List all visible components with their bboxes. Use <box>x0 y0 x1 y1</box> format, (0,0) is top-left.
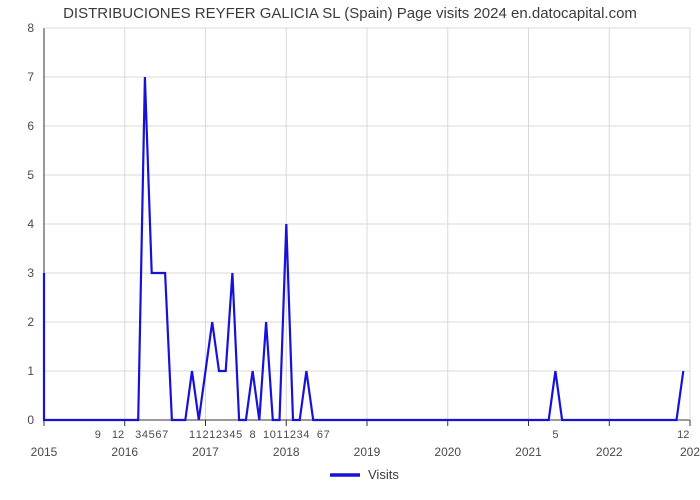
x-year-label: 2017 <box>192 445 219 459</box>
legend-label: Visits <box>368 467 399 482</box>
chart-svg: DISTRIBUCIONES REYFER GALICIA SL (Spain)… <box>0 0 700 500</box>
x-month-label: 3 <box>223 429 229 441</box>
x-month-label: 5 <box>149 429 155 441</box>
x-month-label: 1 <box>196 429 202 441</box>
x-year-label: 2018 <box>273 445 300 459</box>
x-year-label: 2020 <box>434 445 461 459</box>
x-month-label: 9 <box>95 429 101 441</box>
x-month-label: 6 <box>317 429 323 441</box>
x-month-label: 2 <box>290 429 296 441</box>
x-month-label: 4 <box>303 429 309 441</box>
x-year-label: 2021 <box>515 445 542 459</box>
y-tick-label: 5 <box>27 168 34 182</box>
x-year-label: 2022 <box>596 445 623 459</box>
x-year-label: 2015 <box>31 445 58 459</box>
x-month-label: 0 <box>270 429 276 441</box>
x-month-label: 2 <box>216 429 222 441</box>
y-tick-label: 4 <box>27 217 34 231</box>
x-month-label: 5 <box>552 429 558 441</box>
x-month-label: 1 <box>263 429 269 441</box>
x-month-label: 3 <box>297 429 303 441</box>
x-year-label: 202 <box>680 445 700 459</box>
x-month-label: 8 <box>250 429 256 441</box>
chart-container: DISTRIBUCIONES REYFER GALICIA SL (Spain)… <box>0 0 700 500</box>
x-month-label: 3 <box>135 429 141 441</box>
x-month-label: 5 <box>236 429 242 441</box>
y-tick-label: 6 <box>27 119 34 133</box>
x-month-label: 1 <box>276 429 282 441</box>
chart-title: DISTRIBUCIONES REYFER GALICIA SL (Spain)… <box>63 5 637 22</box>
x-month-label: 12 <box>677 429 689 441</box>
x-month-label: 1 <box>209 429 215 441</box>
x-month-label: 6 <box>155 429 161 441</box>
x-month-label: 7 <box>324 429 330 441</box>
x-month-label: 4 <box>142 429 148 441</box>
x-month-label: 1 <box>189 429 195 441</box>
x-month-label: 1 <box>283 429 289 441</box>
y-tick-label: 1 <box>27 364 34 378</box>
x-year-label: 2019 <box>354 445 381 459</box>
x-month-label: 2 <box>202 429 208 441</box>
x-month-label: 4 <box>229 429 235 441</box>
y-tick-label: 0 <box>27 413 34 427</box>
x-month-label: 12 <box>112 429 124 441</box>
y-tick-label: 7 <box>27 70 34 84</box>
y-tick-label: 2 <box>27 315 34 329</box>
y-tick-label: 8 <box>27 21 34 35</box>
y-tick-label: 3 <box>27 266 34 280</box>
x-month-label: 7 <box>162 429 168 441</box>
x-year-label: 2016 <box>111 445 138 459</box>
